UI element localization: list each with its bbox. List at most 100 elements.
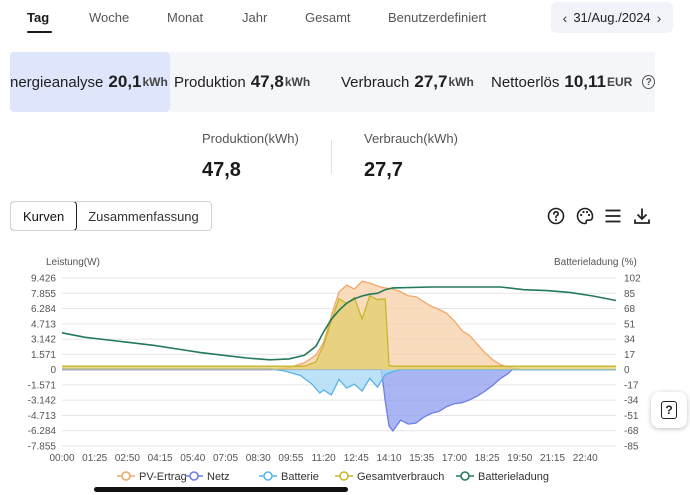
question-icon: ? [661, 401, 677, 419]
summary-card-unit: kWh [448, 75, 474, 89]
summary-card-value: 27,7 [414, 72, 448, 91]
y2-tick-label: -68 [624, 426, 639, 437]
summary-card-label: Produktion [174, 73, 246, 91]
date-label: 31/Aug./2024 [573, 10, 651, 25]
toggle-summary[interactable]: Zusammenfassung [88, 208, 199, 224]
home-indicator [94, 487, 348, 492]
toggle-curves[interactable]: Kurven [10, 202, 78, 230]
y-tick-label: 4.713 [31, 319, 56, 330]
download-icon[interactable] [633, 207, 651, 225]
legend-marker-circle [189, 471, 199, 481]
kpi-label: Verbrauch(kWh) [364, 131, 458, 146]
y-tick-label: 0 [50, 365, 56, 376]
series-area-gesamtverbrauch [62, 295, 616, 370]
x-tick-label: 09:55 [278, 453, 303, 464]
period-tab-bar: Tag Woche Monat Jahr Gesamt Benutzerdefi… [0, 0, 690, 38]
x-tick-label: 11:20 [311, 453, 336, 464]
help-icon[interactable] [547, 207, 565, 225]
summary-card-value: 10,11 [564, 72, 606, 91]
legend-marker-circle [121, 471, 131, 481]
x-tick-label: 19:50 [507, 453, 532, 464]
summary-card-label: nergieanalyse [10, 73, 104, 91]
x-tick-label: 15:35 [409, 453, 434, 464]
summary-card-label: Nettoerlös [491, 73, 560, 91]
y-axis-title: Leistung(W) [46, 257, 100, 268]
summary-card-unit: EUR [606, 75, 633, 89]
y2-tick-label: -17 [624, 380, 639, 391]
summary-card-value: 47,8 [250, 72, 284, 91]
summary-card-energy-analysis[interactable]: nergieanalyse 20,1 kWh [10, 52, 170, 112]
y-tick-label: -1.571 [28, 380, 57, 391]
x-tick-label: 22:40 [573, 453, 598, 464]
series-line-pv-ertrag [62, 280, 616, 371]
y2-tick-label: -51 [624, 411, 639, 422]
y2-tick-label: -85 [624, 442, 639, 453]
legend-item-label: Gesamtverbrauch [357, 471, 444, 483]
tab-custom[interactable]: Benutzerdefiniert [388, 10, 487, 25]
x-tick-label: 02:50 [115, 453, 140, 464]
power-chart: Leistung(W) Batterieladung (%) 9.426 102 7… [0, 250, 690, 495]
tab-week[interactable]: Woche [89, 10, 130, 25]
legend-marker-circle [339, 471, 349, 481]
tab-year[interactable]: Jahr [242, 10, 268, 25]
summary-card-net-revenue[interactable]: Nettoerlös 10,11 EUR ? [488, 52, 655, 112]
y-tick-label: 7.855 [31, 289, 56, 300]
list-icon[interactable] [604, 207, 622, 225]
series-line-batterie [62, 368, 616, 396]
x-tick-label: 21:15 [540, 453, 565, 464]
y-tick-label: 9.426 [31, 274, 56, 285]
y-tick-label: 3.142 [31, 335, 56, 346]
tab-month[interactable]: Monat [167, 10, 204, 25]
date-picker[interactable]: ‹ 31/Aug./2024 › [551, 2, 673, 33]
y-tick-label: -7.855 [28, 442, 57, 453]
chevron-right-icon[interactable]: › [656, 9, 662, 26]
y2-tick-label: 68 [624, 304, 636, 315]
x-tick-label: 04:15 [148, 453, 173, 464]
series-line-gesamtverbrauch [62, 294, 616, 367]
summary-card-production[interactable]: Produktion 47,8 kWh [170, 52, 342, 112]
tab-day[interactable]: Tag [27, 10, 50, 25]
y-tick-label: -3.142 [28, 396, 57, 407]
chevron-left-icon[interactable]: ‹ [562, 9, 568, 26]
legend-marker-circle [263, 471, 273, 481]
x-tick-label: 05:40 [180, 453, 205, 464]
kpi-value: 47,8 [202, 159, 241, 181]
x-tick-label: 07:05 [213, 453, 238, 464]
info-icon[interactable]: ? [642, 75, 655, 89]
y-tick-label: -4.713 [28, 411, 57, 422]
tab-total[interactable]: Gesamt [305, 10, 351, 25]
floating-help-button[interactable]: ? [651, 392, 687, 428]
legend-item-label: Batterieladung [478, 471, 549, 483]
legend-item-label: Netz [207, 471, 230, 483]
legend-marker-circle [460, 471, 470, 481]
active-tab-indicator [27, 31, 52, 33]
summary-strip: nergieanalyse 20,1 kWh Produktion 47,8 k… [10, 52, 655, 112]
x-tick-label: 00:00 [49, 453, 74, 464]
series-line-batterieladung [61, 286, 617, 361]
series-area-batterie [62, 368, 616, 395]
series-area-netz [62, 369, 616, 431]
summary-card-label: Verbrauch [341, 73, 410, 91]
kpi-label: Produktion(kWh) [202, 131, 299, 146]
y2-tick-label: 0 [624, 365, 630, 376]
kpi-consumption: Verbrauch(kWh) 27,7 [364, 131, 458, 182]
view-toggle: Kurven Zusammenfassung [10, 201, 212, 231]
y-tick-label: 1.571 [31, 350, 56, 361]
y2-tick-label: 51 [624, 319, 636, 330]
kpi-production: Produktion(kWh) 47,8 [202, 131, 299, 182]
x-tick-label: 17:00 [442, 453, 467, 464]
summary-card-value: 20,1 [108, 72, 142, 91]
x-tick-label: 12:45 [344, 453, 369, 464]
kpi-value: 27,7 [364, 159, 403, 181]
x-tick-label: 14:10 [376, 453, 401, 464]
legend-item-label: PV-Ertrag [139, 471, 187, 483]
x-tick-label: 01:25 [82, 453, 107, 464]
y2-axis-title: Batterieladung (%) [554, 257, 637, 268]
y2-tick-label: 102 [624, 274, 641, 285]
series-line-netz [62, 368, 616, 432]
y2-tick-label: 34 [624, 335, 636, 346]
palette-icon[interactable] [576, 207, 594, 225]
summary-card-consumption[interactable]: Verbrauch 27,7 kWh [336, 52, 492, 112]
summary-card-unit: kWh [142, 75, 168, 89]
kpi-divider [331, 140, 332, 174]
